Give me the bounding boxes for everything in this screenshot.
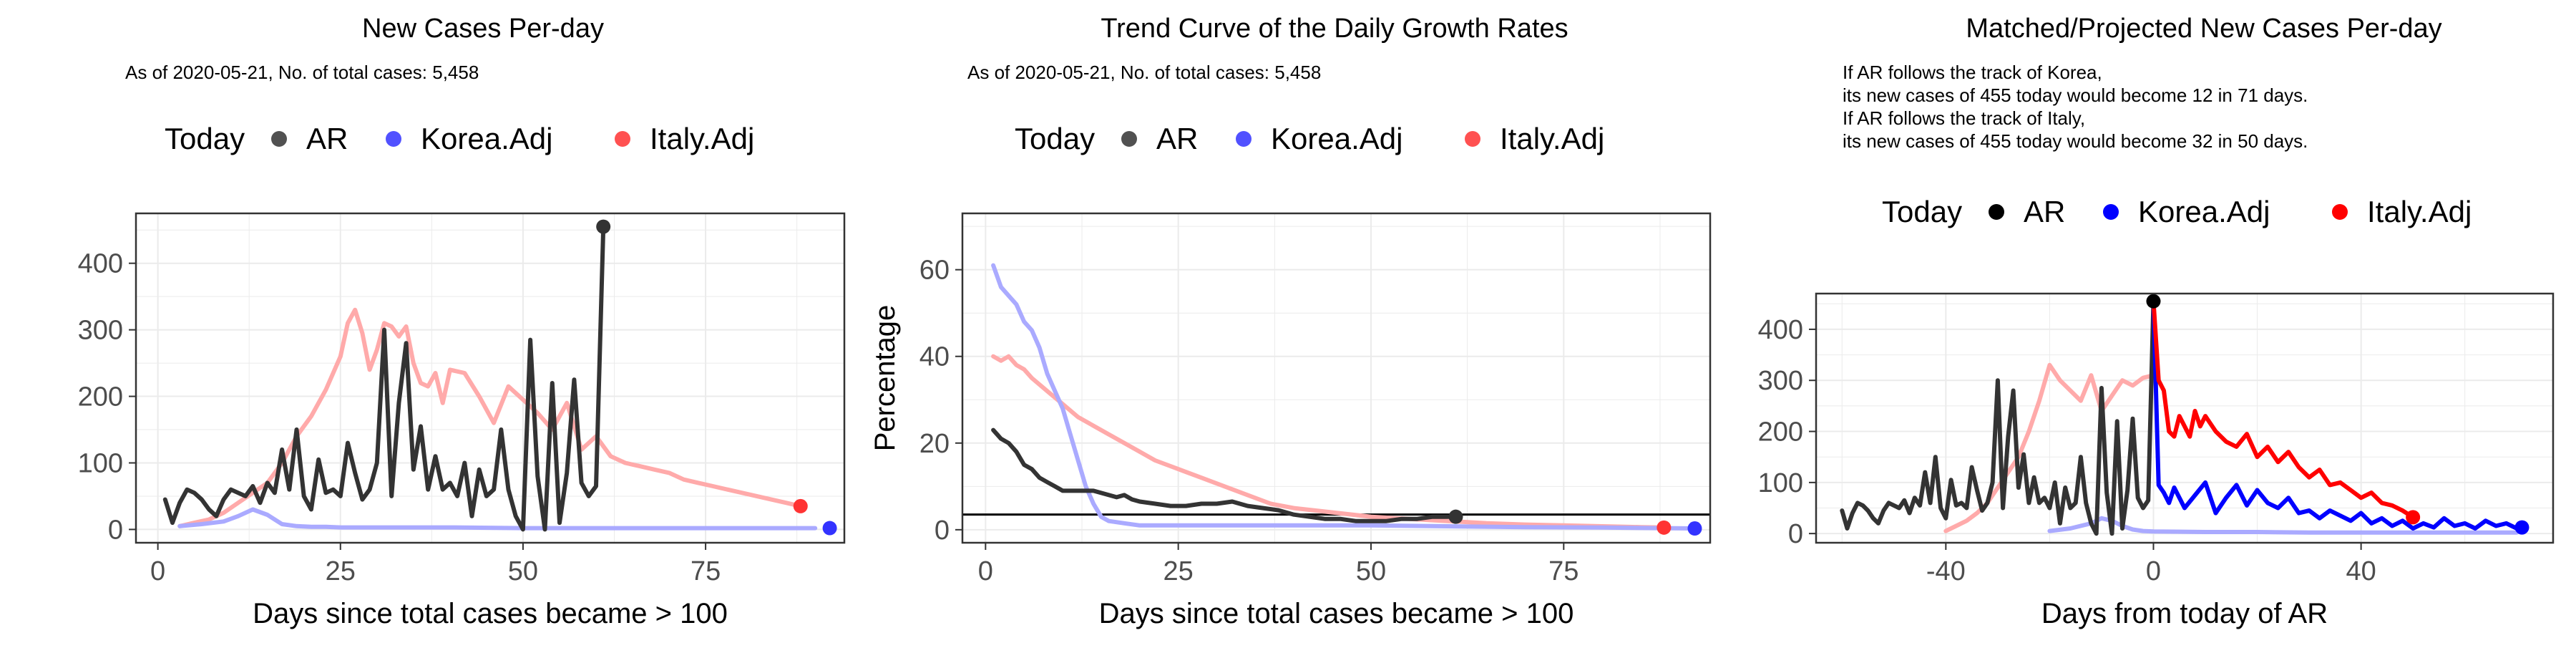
chart-subtitle-line: If AR follows the track of Korea, (1843, 62, 2102, 83)
chart-title: Matched/Projected New Cases Per-day (1966, 14, 2441, 44)
series-group (1840, 299, 2524, 536)
y-tick-label: 0 (1788, 519, 1803, 549)
y-tick-label: 100 (1758, 468, 1803, 498)
legend-label: Korea.Adj (421, 122, 552, 155)
legend-key-ar (1121, 131, 1137, 147)
legend-key-italy-adj (615, 131, 630, 147)
legend-key-korea-adj (1236, 131, 1252, 147)
legend-key-korea-adj (2103, 204, 2119, 220)
legend-key-korea-adj (386, 131, 401, 147)
grid (962, 213, 1710, 543)
legend-label: Italy.Adj (1500, 122, 1604, 155)
legend: Today AR Korea.Adj Italy.Adj (1015, 122, 1604, 155)
today-point-italy-adj (2406, 510, 2421, 525)
today-point-ar (596, 219, 611, 234)
legend-title: Today (1015, 122, 1095, 155)
chart-title: New Cases Per-day (362, 14, 604, 44)
series-line-italy-adj-projected (2151, 299, 2416, 520)
series-group (162, 224, 818, 532)
series-group (962, 263, 1710, 531)
legend-title: Today (165, 122, 245, 155)
x-tick-label: 75 (1548, 556, 1579, 586)
y-tick-label: 300 (78, 316, 123, 346)
chart-panel-2: Trend Curve of the Daily Growth Rates As … (869, 14, 1712, 629)
series-line-italy-adj (177, 307, 803, 528)
plot-area (962, 213, 1710, 543)
x-axis-label: Days from today of AR (2041, 598, 2328, 629)
y-axis-label: Percentage (869, 305, 901, 452)
today-point-korea-adj (822, 521, 837, 536)
x-tick-label: 0 (978, 556, 993, 586)
y-tick-label: 400 (1758, 315, 1803, 345)
series-line-ar (162, 224, 606, 532)
x-tick-label: 50 (508, 556, 538, 586)
y-tick-label: 60 (919, 256, 950, 286)
grid (136, 213, 844, 543)
plot-border (1815, 292, 2555, 544)
legend-key-italy-adj (2332, 204, 2348, 220)
legend-label: AR (306, 122, 348, 155)
x-tick-label: -40 (1926, 556, 1966, 586)
legend-title: Today (1882, 195, 1962, 228)
x-tick-label: 0 (2146, 556, 2161, 586)
axis-ticks: 0 25 50 75 0 20 40 60 (919, 256, 1579, 586)
legend-key-ar (271, 131, 287, 147)
legend-label: Italy.Adj (2367, 195, 2472, 228)
y-tick-label: 20 (919, 429, 950, 459)
legend-key-ar (1989, 204, 2004, 220)
plot-border (135, 212, 846, 544)
chart-subtitle-line: its new cases of 455 today would become … (1843, 84, 2308, 106)
series-line-ar (1840, 299, 2156, 536)
y-tick-label: 200 (1758, 417, 1803, 448)
x-axis-label: Days since total cases became > 100 (253, 598, 728, 629)
chart-subtitle-line: If AR follows the track of Italy, (1843, 107, 2085, 129)
y-tick-label: 200 (78, 382, 123, 412)
chart-title: Trend Curve of the Daily Growth Rates (1101, 14, 1568, 44)
legend-label: Italy.Adj (650, 122, 754, 155)
legend-label: Korea.Adj (1271, 122, 1402, 155)
y-tick-label: 400 (78, 249, 123, 279)
chart-subtitle-line: As of 2020-05-21, No. of total cases: 5,… (967, 62, 1321, 83)
series-line-ar (991, 427, 1458, 523)
series-line-italy-adj (991, 354, 1667, 530)
x-tick-label: 40 (2346, 556, 2376, 586)
today-point-italy-adj (1657, 520, 1672, 535)
x-tick-label: 0 (150, 556, 165, 586)
chart-panel-1: New Cases Per-day As of 2020-05-21, No. o… (78, 14, 846, 629)
y-tick-label: 0 (935, 516, 950, 546)
today-point-korea-adj (2514, 520, 2529, 535)
today-point-ar (1448, 509, 1463, 524)
series-line-korea-adj (991, 263, 1697, 531)
today-point-ar (2146, 294, 2161, 309)
y-tick-label: 0 (108, 515, 123, 545)
x-tick-label: 25 (1163, 556, 1194, 586)
x-tick-label: 50 (1356, 556, 1386, 586)
y-tick-label: 100 (78, 448, 123, 478)
axis-ticks: 0 25 50 75 0 100 200 300 400 (78, 249, 721, 586)
legend-key-italy-adj (1465, 131, 1480, 147)
x-axis-label: Days since total cases became > 100 (1099, 598, 1574, 629)
legend-label: AR (2024, 195, 2065, 228)
x-tick-label: 25 (326, 556, 356, 586)
today-point-italy-adj (793, 498, 808, 513)
plot-border (961, 212, 1712, 544)
legend-label: Korea.Adj (2138, 195, 2270, 228)
chart-panel-3: Matched/Projected New Cases Per-day If AR… (1758, 14, 2555, 629)
today-point-korea-adj (1687, 521, 1702, 536)
chart-subtitle-line: As of 2020-05-21, No. of total cases: 5,… (125, 62, 479, 83)
x-tick-label: 75 (691, 556, 721, 586)
legend: Today AR Korea.Adj Italy.Adj (165, 122, 754, 155)
chart-subtitle-line: its new cases of 455 today would become … (1843, 130, 2308, 152)
legend: Today AR Korea.Adj Italy.Adj (1882, 195, 2472, 228)
legend-label: AR (1156, 122, 1198, 155)
y-tick-label: 40 (919, 342, 950, 372)
series-line-korea-adj-projected (2151, 299, 2524, 531)
y-tick-label: 300 (1758, 366, 1803, 396)
series-line-korea-adj (177, 507, 818, 531)
